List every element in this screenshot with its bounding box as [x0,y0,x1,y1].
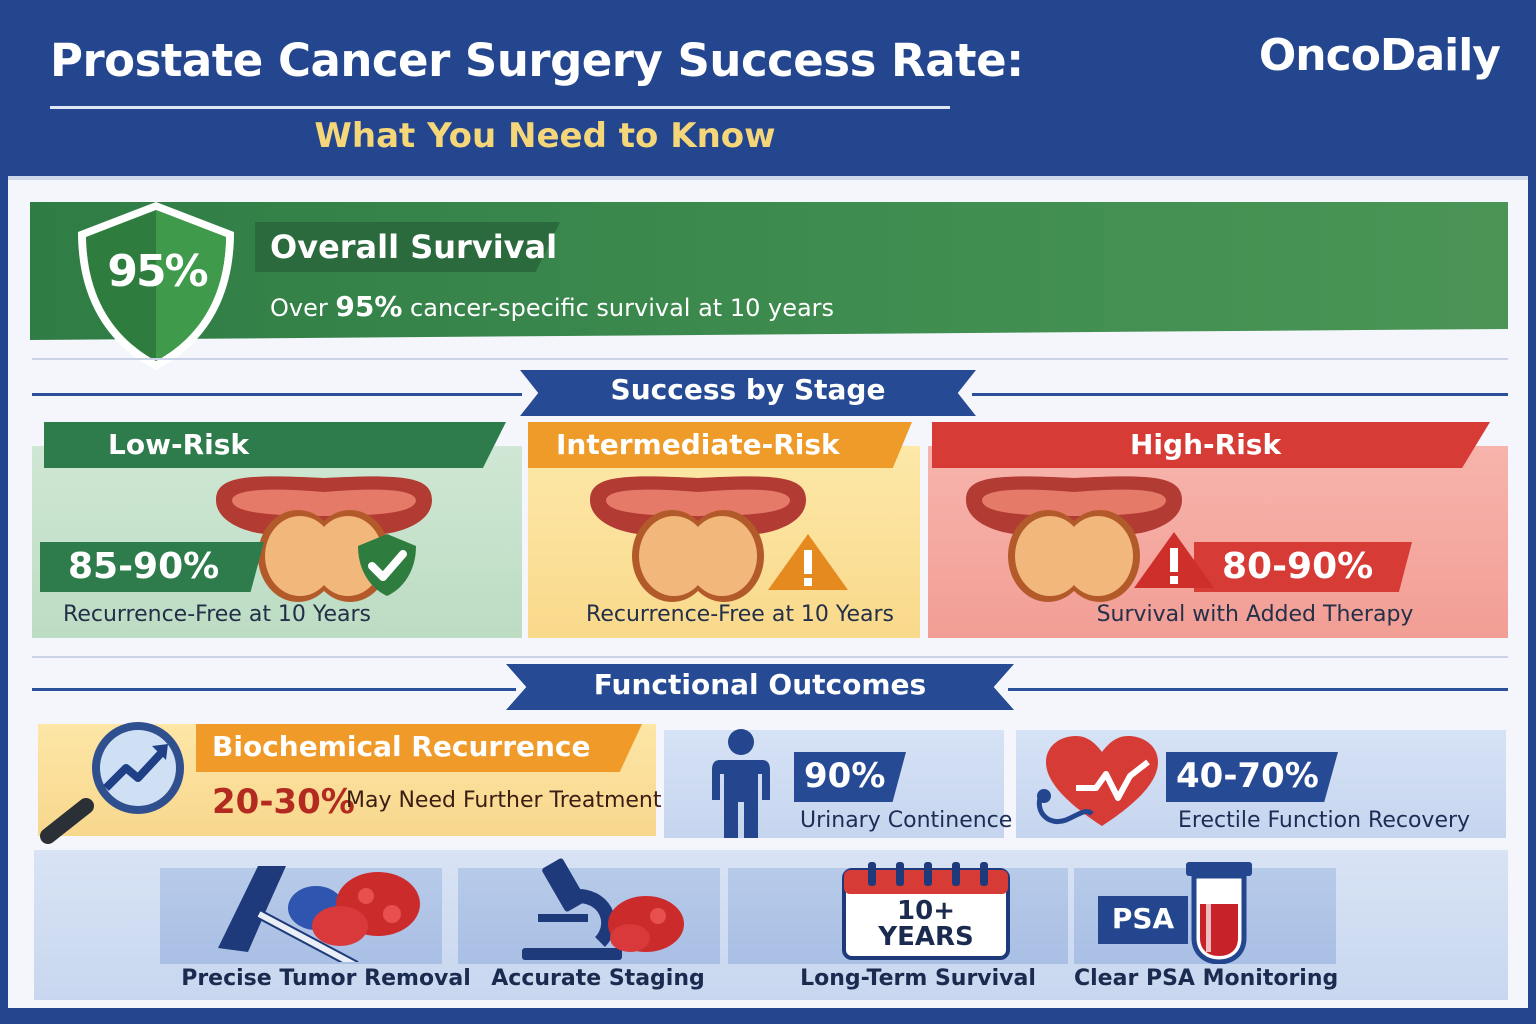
erectile-function-description: Erectile Function Recovery [1178,808,1471,833]
prostate-icon [590,476,806,602]
person-icon [712,729,770,838]
benefit-label-long-term-survival: Long-Term Survival [800,966,1036,991]
overall-survival-title: Overall Survival [270,228,558,266]
urinary-value-tag [794,752,906,802]
survival-desc-prefix: Over [270,294,328,322]
urinary-continence-value: 90% [804,756,886,796]
magnifier-trend-icon [40,722,184,844]
section-ribbon [506,664,1014,710]
biochemical-recurrence-title: Biochemical Recurrence [212,730,591,763]
overall-survival-tab [255,222,560,272]
value-tag-low-risk [40,542,264,592]
title-underline [50,106,950,109]
stage-caption-high-risk: Survival with Added Therapy [1096,602,1414,627]
stage-value-high-risk: 80-90% [1222,546,1374,587]
psa-tag: PSA [1111,902,1175,935]
divider [32,358,1508,360]
value-tag-high-risk [1194,542,1412,592]
survival-desc-suffix: cancer-specific survival at 10 years [410,294,835,322]
surgical-tool-icon [218,866,420,962]
section-line-left [32,688,516,691]
shield-badge-value: 95% [107,246,208,297]
survival-desc-value: 95% [335,290,403,323]
stage-tab-intermediate-risk [528,422,912,468]
section-ribbon [520,370,976,416]
warning-icon [768,534,848,590]
benefit-label-tumor-removal: Precise Tumor Removal [181,966,471,991]
divider [32,656,1508,658]
stage-caption-low-risk: Recurrence-Free at 10 Years [63,602,371,627]
microscope-icon [522,858,684,960]
stage-label-intermediate-risk: Intermediate-Risk [556,428,840,461]
biochemical-recurrence-value: 20-30% [212,782,355,822]
bottom-bar [0,1008,1536,1024]
psa-label-box [1098,896,1188,944]
benefit-label-psa: Clear PSA Monitoring [1074,966,1339,991]
page-subtitle: What You Need to Know [314,116,776,156]
erectile-value-tag [1166,752,1338,802]
biochemical-recurrence-tab [196,724,642,772]
warning-icon [1134,532,1214,588]
urinary-continence-description: Urinary Continence [800,808,1013,833]
section-line-right [972,393,1508,396]
heart-pulse-icon [1036,736,1158,826]
stage-value-low-risk: 85-90% [68,546,220,587]
page-title: Prostate Cancer Surgery Success Rate: [50,34,1024,87]
biochemical-recurrence-description: May Need Further Treatment [346,788,662,813]
section-line-right [1008,688,1508,691]
section-title-outcomes: Functional Outcomes [593,668,927,701]
stage-label-low-risk: Low-Risk [108,428,250,461]
stage-tab-high-risk [932,422,1490,468]
shield-icon [78,202,234,370]
prostate-icon [966,476,1182,602]
benefit-label-staging: Accurate Staging [491,966,705,991]
calendar-icon [842,862,1010,960]
section-title-stage: Success by Stage [610,373,886,406]
calendar-text: 10+ YEARS [846,898,1006,950]
stage-caption-intermediate-risk: Recurrence-Free at 10 Years [586,602,894,627]
erectile-function-value: 40-70% [1176,756,1319,796]
overall-survival-description: Over 95% cancer-specific survival at 10 … [270,290,834,323]
stage-tab-low-risk [44,422,506,468]
calendar-text-years: YEARS [878,922,974,952]
stage-label-high-risk: High-Risk [1130,428,1282,461]
calendar-text-number: 10+ [897,896,955,926]
brand-logo: OncoDaily [1258,30,1501,81]
section-line-left [32,393,522,396]
test-tube-icon [1186,862,1252,964]
checkmark-icon [358,534,416,596]
